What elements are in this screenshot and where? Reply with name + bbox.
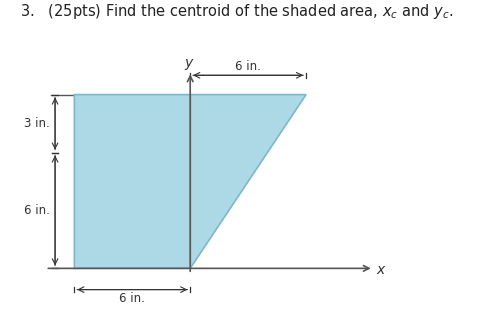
Text: x: x xyxy=(377,263,385,277)
Text: y: y xyxy=(184,55,192,70)
Text: 3.   (25pts) Find the centroid of the shaded area, $x_c$ and $y_c$.: 3. (25pts) Find the centroid of the shad… xyxy=(20,2,454,21)
Text: 3 in.: 3 in. xyxy=(25,117,50,130)
Text: 6 in.: 6 in. xyxy=(119,291,145,305)
Text: 6 in.: 6 in. xyxy=(24,204,50,217)
Text: 6 in.: 6 in. xyxy=(235,60,261,73)
Polygon shape xyxy=(74,94,306,268)
